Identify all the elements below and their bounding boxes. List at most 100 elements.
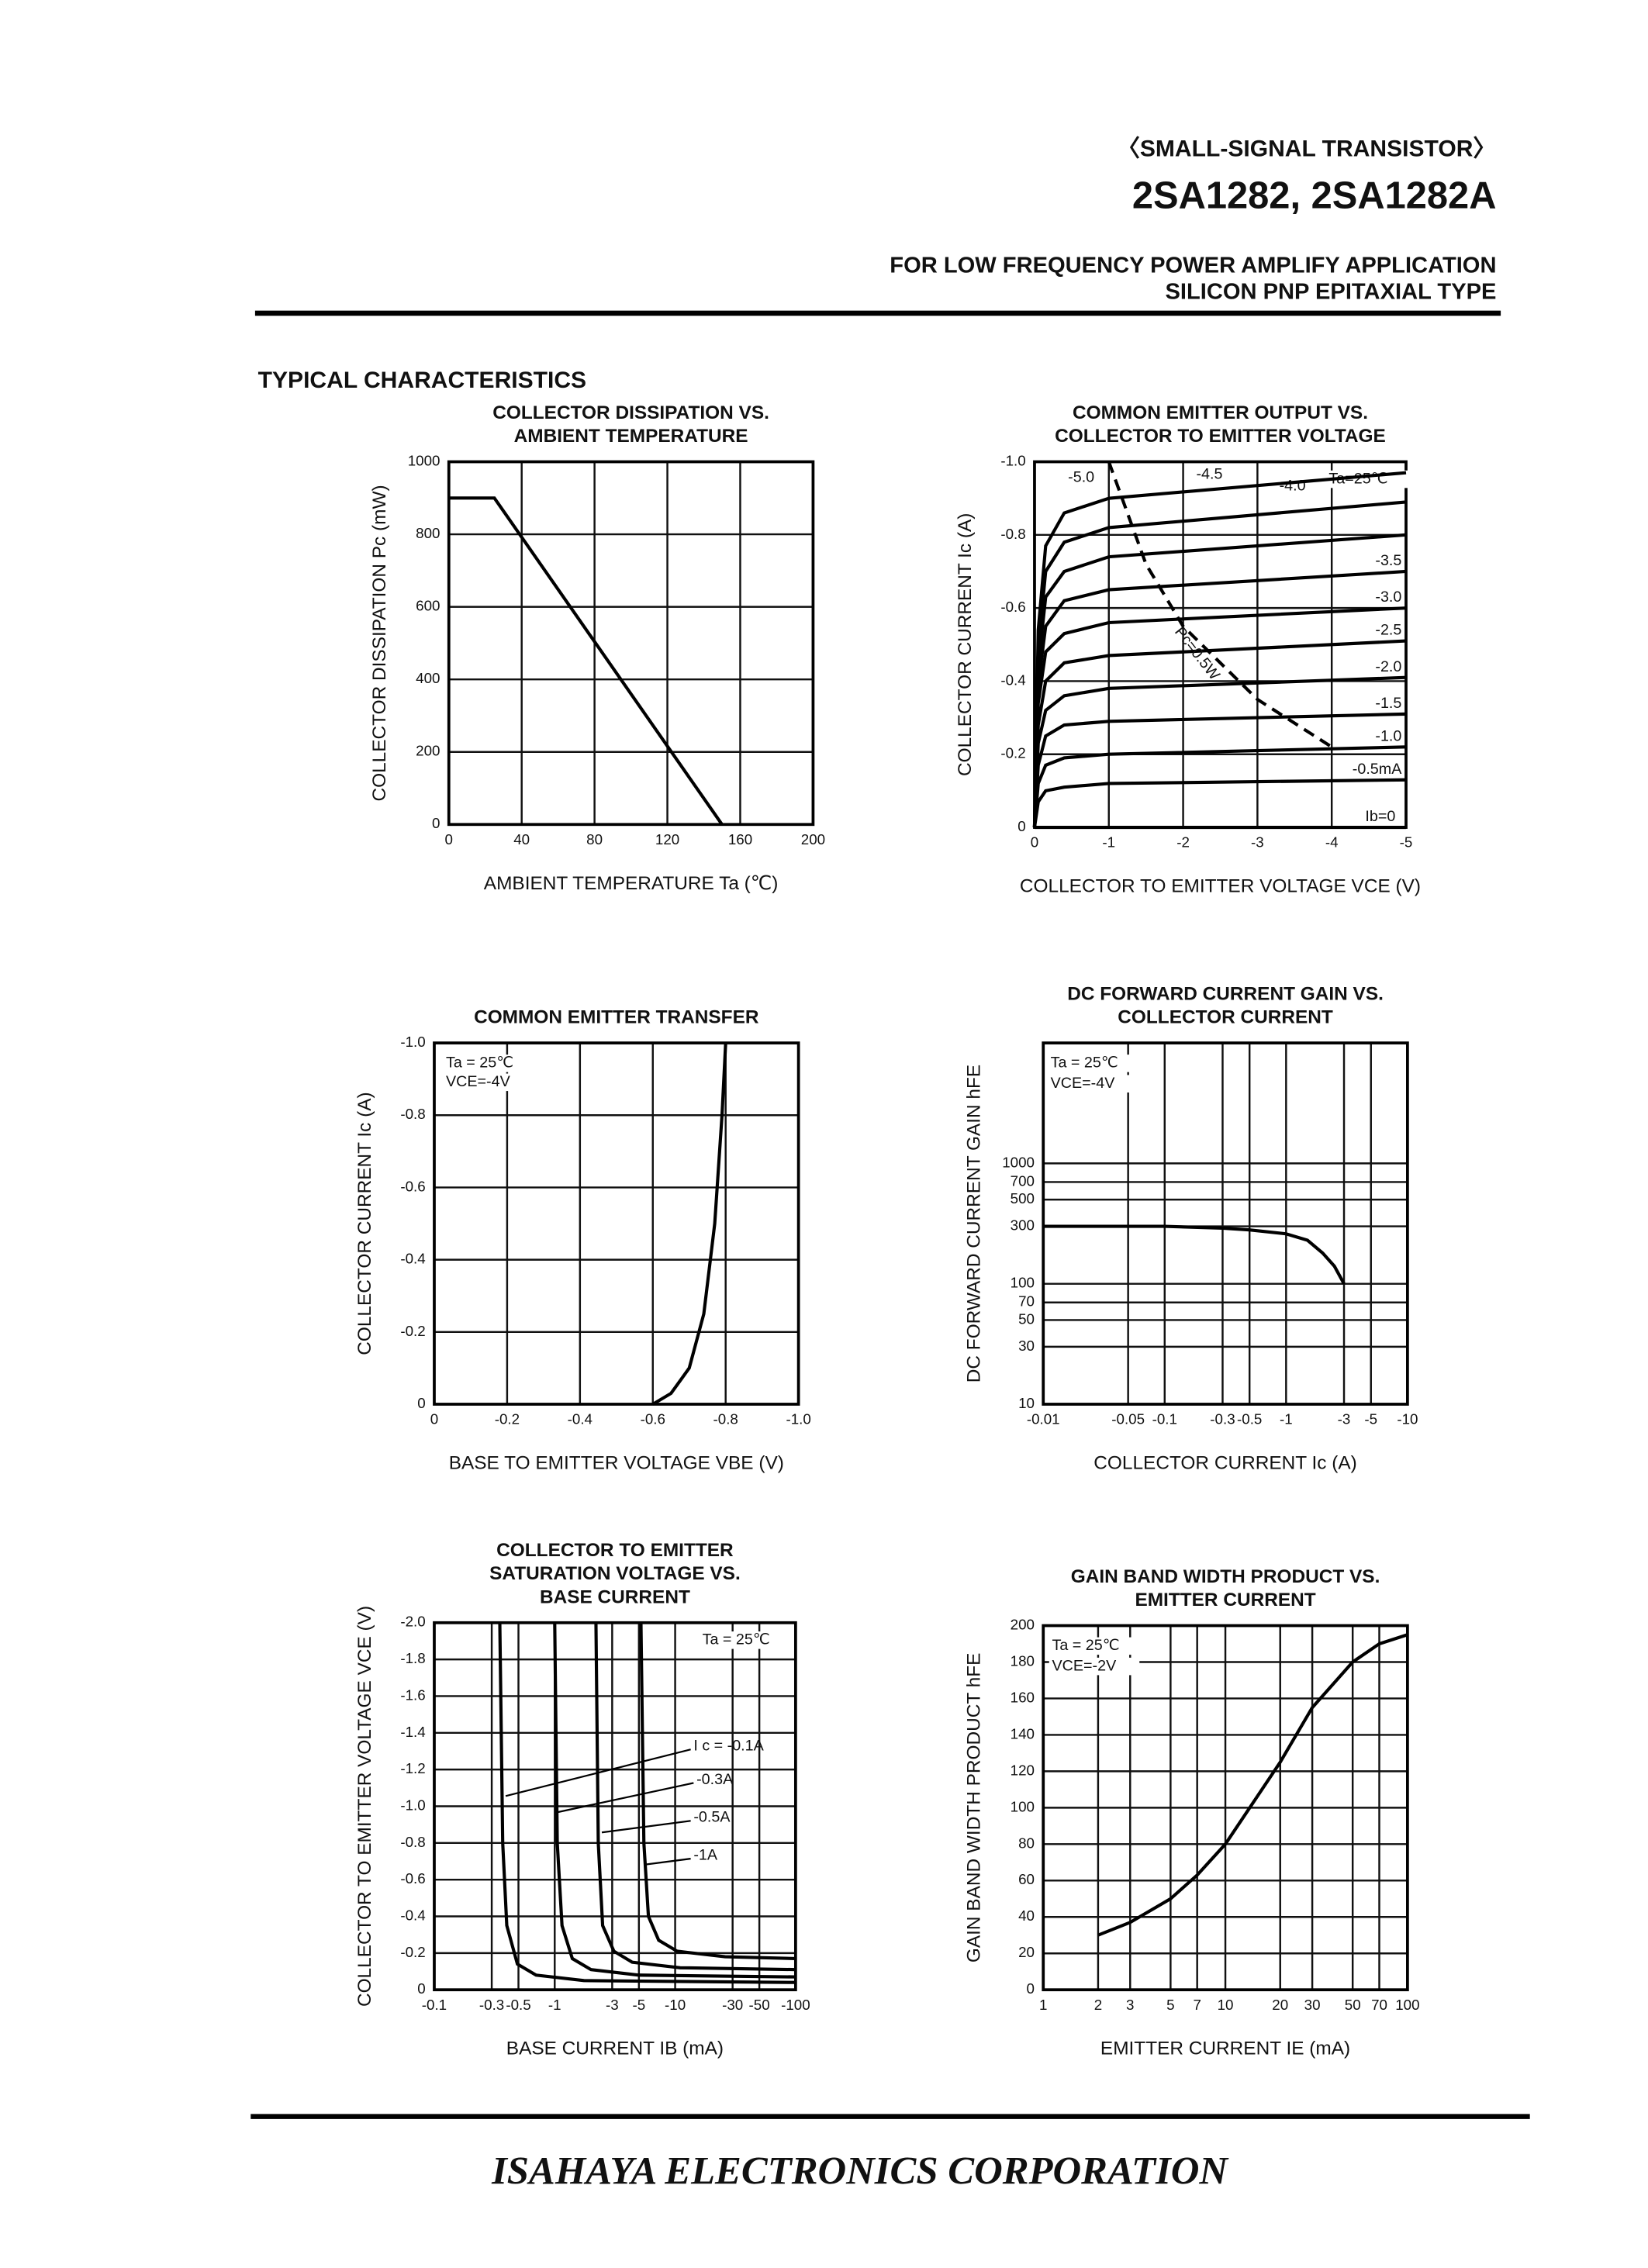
x-tick-label: 160 [728,831,752,847]
annotation: Ta = 25℃ [703,1631,770,1648]
x-tick-label: -10 [1397,1411,1418,1427]
y-tick-label: 300 [1011,1217,1035,1234]
x-tick-label: -0.5 [1237,1411,1262,1427]
y-tick-label: 0 [417,1395,425,1411]
y-tick-label: 60 [1018,1871,1035,1887]
series-line [639,1622,796,1961]
series-label: -2.0 [1375,658,1401,675]
plot-frame [433,1621,797,1992]
x-tick-label: 120 [655,831,679,847]
series-line [498,1622,796,1984]
series-label: -1.0 [1375,727,1401,744]
y-tick-label: 200 [1011,1616,1035,1632]
x-tick-label: -0.4 [568,1411,593,1427]
y-tick-label: 1000 [408,452,441,468]
y-axis-label: COLLECTOR CURRENT Ic (A) [354,1092,375,1355]
y-tick-label: -1.0 [400,1034,425,1050]
annotation-background [1049,1637,1140,1655]
x-tick-label: -0.05 [1111,1411,1145,1427]
x-tick-label: 3 [1126,1997,1134,2013]
y-tick-label: 100 [1011,1798,1035,1814]
leader-line [601,1820,691,1834]
annotation-background [699,1631,790,1649]
x-tick-label: 30 [1304,1997,1321,2013]
series-label: -4.0 [1280,478,1306,495]
x-tick-label: -3 [1338,1411,1351,1427]
annotation: VCE=-2V [1052,1657,1118,1674]
series-label: -3.0 [1375,589,1401,606]
series-line [1097,1633,1408,1937]
y-tick-label: -0.6 [1000,599,1025,615]
application: FOR LOW FREQUENCY POWER AMPLIFY APPLICAT… [890,253,1496,278]
series-line [1032,745,1407,828]
x-tick-label: -1 [548,1997,561,2013]
y-tick-label: -0.6 [400,1178,425,1194]
y-tick-label: -0.4 [400,1907,425,1923]
x-tick-label: -0.3 [1210,1411,1235,1427]
x-tick-label: 7 [1193,1997,1201,2013]
y-tick-label: -0.4 [400,1251,425,1267]
chart-title: COLLECTOR TO EMITTER [496,1540,734,1561]
x-tick-label: -0.6 [641,1411,665,1427]
y-tick-label: -0.2 [400,1944,425,1960]
annotation-background [443,1055,534,1072]
chart-title: COLLECTOR TO EMITTER VOLTAGE [1055,426,1386,447]
x-tick-label: -0.2 [495,1411,520,1427]
y-axis-label: GAIN BAND WIDTH PRODUCT hFE [963,1653,984,1963]
x-tick-label: -1.0 [786,1411,810,1427]
y-tick-label: 0 [432,815,440,831]
y-tick-label: 200 [416,743,440,759]
x-tick-label: -3 [1251,834,1264,851]
x-tick-label: -4 [1325,834,1339,851]
y-tick-label: 800 [416,525,440,541]
x-tick-label: 70 [1371,1997,1387,2013]
x-tick-label: 80 [586,831,603,847]
x-tick-label: 10 [1218,1997,1234,2013]
annotation: VCE=-4V [1051,1075,1116,1092]
y-tick-label: -0.6 [400,1870,425,1887]
series-line [1032,778,1407,828]
chart-title: COMMON EMITTER OUTPUT VS. [1073,402,1368,423]
series-line [1107,461,1333,749]
x-tick-label: 0 [1031,834,1038,851]
x-tick-label: 2 [1094,1997,1102,2013]
series-label: -2.5 [1375,622,1401,639]
annotation-background [1047,1075,1138,1093]
y-axis-label: COLLECTOR CURRENT Ic (A) [955,513,976,776]
annotation-background [1049,1657,1140,1676]
x-tick-label: -0.1 [422,1997,447,2013]
y-tick-label: -1.2 [400,1760,425,1776]
x-tick-label: -0.5 [506,1997,530,2013]
x-axis-label: EMITTER CURRENT IE (mA) [1100,2038,1350,2059]
x-tick-label: -3 [606,1997,619,2013]
series-line [448,496,724,826]
y-tick-label: -0.8 [400,1106,425,1122]
y-tick-label: 20 [1018,1944,1035,1960]
chart-title: SATURATION VOLTAGE VS. [489,1563,741,1584]
y-tick-label: 400 [416,670,440,686]
y-axis-label: DC FORWARD CURRENT GAIN hFE [963,1065,984,1383]
x-tick-label: -10 [665,1997,686,2013]
y-tick-label: -0.8 [400,1834,425,1850]
series-line [1043,1224,1346,1285]
series-label: -3.5 [1375,552,1401,569]
y-tick-label: 0 [1017,818,1025,834]
y-axis-label: COLLECTOR DISSIPATION Pc (mW) [369,485,390,801]
y-tick-label: 0 [417,1980,425,1997]
y-tick-label: 0 [1027,1980,1035,1997]
y-tick-label: -0.4 [1000,671,1025,688]
annotation: Ta = 25℃ [1052,1637,1120,1654]
x-tick-label: 5 [1166,1997,1174,2013]
x-tick-label: 40 [513,831,530,847]
series-label: Ib=0 [1365,808,1395,825]
x-tick-label: 100 [1395,1997,1419,2013]
y-tick-label: -1.6 [400,1686,425,1703]
annotation: VCE=-4V [446,1073,511,1090]
x-tick-label: -1 [1102,834,1115,851]
x-axis-label: BASE TO EMITTER VOLTAGE VBE (V) [449,1452,784,1473]
plot-frame [447,460,815,827]
y-tick-label: 100 [1011,1275,1035,1291]
chart-title: COLLECTOR DISSIPATION VS. [492,402,769,423]
y-tick-label: 500 [1011,1190,1035,1206]
